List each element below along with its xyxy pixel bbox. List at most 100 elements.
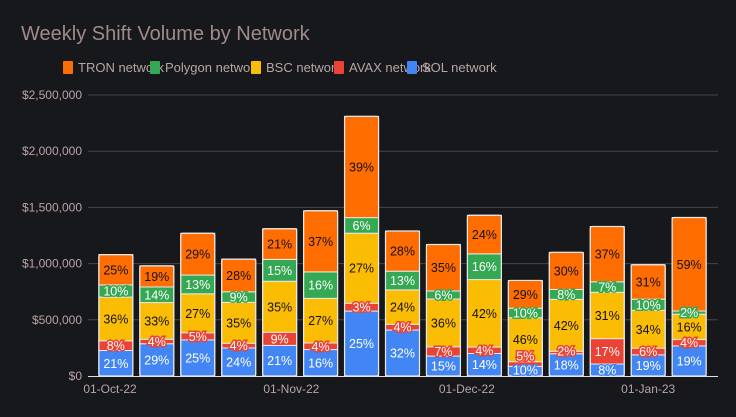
data-label: 6%: [353, 219, 371, 233]
data-label: 24%: [472, 228, 497, 242]
data-label: 17%: [595, 345, 620, 359]
legend-item[interactable]: BSC network: [251, 60, 342, 75]
bar-segment-sol-network[interactable]: [180, 339, 216, 377]
data-label: 35%: [431, 261, 456, 275]
bar-segment-bsc-network[interactable]: [507, 317, 543, 363]
bar-segment-bsc-network[interactable]: [221, 301, 257, 344]
data-label: 42%: [472, 307, 497, 321]
data-label: 15%: [267, 264, 292, 278]
data-label: 27%: [185, 307, 210, 321]
bar-outline: [98, 254, 134, 377]
legend-label: TRON network: [78, 60, 164, 75]
legend-label: BSC network: [266, 60, 342, 75]
data-label: 8%: [598, 364, 616, 378]
legend-item[interactable]: SOL network: [407, 60, 497, 75]
bar-segment-sol-network[interactable]: [221, 347, 257, 377]
legend-swatch: [63, 61, 73, 74]
data-label: 14%: [144, 288, 169, 302]
legend-item[interactable]: Polygon network: [150, 60, 262, 75]
data-label: 37%: [595, 248, 620, 262]
x-tick-label: 01-Oct-22: [83, 382, 137, 396]
data-label: 33%: [144, 314, 169, 328]
data-label: 5%: [516, 350, 534, 364]
y-tick-label: $1,000,000: [22, 257, 82, 271]
data-label: 32%: [390, 347, 415, 361]
data-label: 8%: [557, 288, 575, 302]
bar-outline: [343, 115, 380, 377]
y-tick-label: $0: [69, 369, 83, 383]
data-label: 42%: [554, 319, 579, 333]
data-label: 25%: [103, 263, 128, 277]
bar-stack[interactable]: 24% 4% 35% 9% 28%: [221, 258, 257, 377]
bar-segment-tron-network[interactable]: [303, 210, 339, 273]
data-label: 25%: [185, 351, 210, 365]
bar-stack[interactable]: 19% 4% 16%2% 59%: [671, 216, 707, 377]
data-label: 27%: [349, 262, 374, 276]
bar-segment-bsc-network[interactable]: [303, 297, 339, 344]
bar-segment-tron-network[interactable]: [548, 251, 584, 290]
bar-stack[interactable]: 18%2% 42% 8% 30%: [548, 251, 584, 377]
data-label: 21%: [103, 357, 128, 371]
data-label: 6%: [434, 288, 452, 302]
bar-stack[interactable]: 21% 9% 35% 15% 21%: [262, 228, 298, 377]
data-label: 3%: [353, 301, 371, 315]
data-label: 9%: [271, 332, 289, 346]
legend: TRON network Polygon network BSC network AV…: [63, 60, 497, 75]
bar-stack[interactable]: 29% 4% 33% 14% 19%: [139, 265, 175, 377]
data-label: 21%: [267, 238, 292, 252]
bar-segment-tron-network[interactable]: [589, 226, 625, 283]
data-label: 25%: [349, 337, 374, 351]
bar-outline: [548, 251, 584, 377]
data-label: 10%: [513, 306, 538, 320]
data-label: 28%: [390, 245, 415, 259]
data-label: 24%: [226, 355, 251, 369]
bar-stack[interactable]: 32% 4% 24% 13% 28%: [384, 230, 421, 377]
data-label: 4%: [475, 344, 493, 358]
bar-outline: [425, 243, 462, 377]
bar-segment-tron-network[interactable]: [221, 258, 257, 293]
bar-segment-tron-network[interactable]: [344, 115, 380, 219]
x-tick-label: 01-Nov-22: [263, 382, 319, 396]
data-label: 19%: [677, 354, 702, 368]
data-label: 36%: [103, 312, 128, 326]
bar-stack[interactable]: 14%4% 42% 16% 24%: [466, 214, 502, 377]
bar-stack[interactable]: 21% 8% 36% 10% 25%: [98, 254, 134, 377]
bar-stack[interactable]: 15%7% 36% 6% 35%: [425, 243, 462, 377]
data-label: 34%: [636, 323, 661, 337]
data-label: 4%: [393, 321, 411, 335]
bar-stack[interactable]: 25% 3% 27% 6% 39%: [343, 115, 380, 377]
data-label: 36%: [431, 316, 456, 330]
data-label: 16%: [677, 320, 702, 334]
legend-item[interactable]: TRON network: [63, 60, 164, 75]
legend-swatch: [150, 61, 160, 74]
x-tick-label: 01-Jan-23: [621, 382, 675, 396]
data-label: 21%: [267, 354, 292, 368]
y-tick-label: $1,500,000: [22, 200, 82, 214]
x-axis: 01-Oct-22 01-Nov-22 01-Dec-22 01-Jan-23: [83, 382, 675, 396]
data-label: 6%: [639, 345, 657, 359]
data-label: 8%: [107, 339, 125, 353]
bar-segment-avax-network[interactable]: [589, 338, 625, 365]
bar-segment-tron-network[interactable]: [98, 254, 134, 286]
bar-stack[interactable]: 8% 17% 31% 7% 37%: [589, 225, 625, 379]
data-label: 4%: [312, 340, 330, 354]
bar-segment-polygon-network[interactable]: [303, 271, 339, 299]
data-label: 15%: [431, 360, 456, 374]
data-label: 2%: [557, 344, 575, 358]
legend-label: SOL network: [422, 60, 497, 75]
bar-stack[interactable]: 19%6% 34% 10% 31%: [630, 264, 666, 377]
bar-outline: [507, 279, 543, 377]
bar-stack[interactable]: 10%5%46%10%29%: [507, 279, 543, 379]
bar-segment-tron-network[interactable]: [262, 228, 298, 260]
bar-segment-bsc-network[interactable]: [630, 309, 666, 349]
data-label: 7%: [598, 281, 616, 295]
bar-stack[interactable]: 16% 4% 27% 16% 37%: [303, 210, 339, 377]
bar-outline: [466, 214, 502, 377]
x-tick-label: 01-Dec-22: [439, 382, 495, 396]
legend-label: AVAX network: [349, 60, 431, 75]
data-label: 10%: [636, 298, 661, 312]
bars: 21%8%36%10%25%29%4%33%14%19%25%5%27%13%2…: [98, 115, 707, 379]
bar-outline: [303, 210, 339, 377]
bar-stack[interactable]: 25% 5% 27% 13% 29%: [180, 232, 216, 377]
bar-segment-sol-network[interactable]: [671, 345, 707, 377]
